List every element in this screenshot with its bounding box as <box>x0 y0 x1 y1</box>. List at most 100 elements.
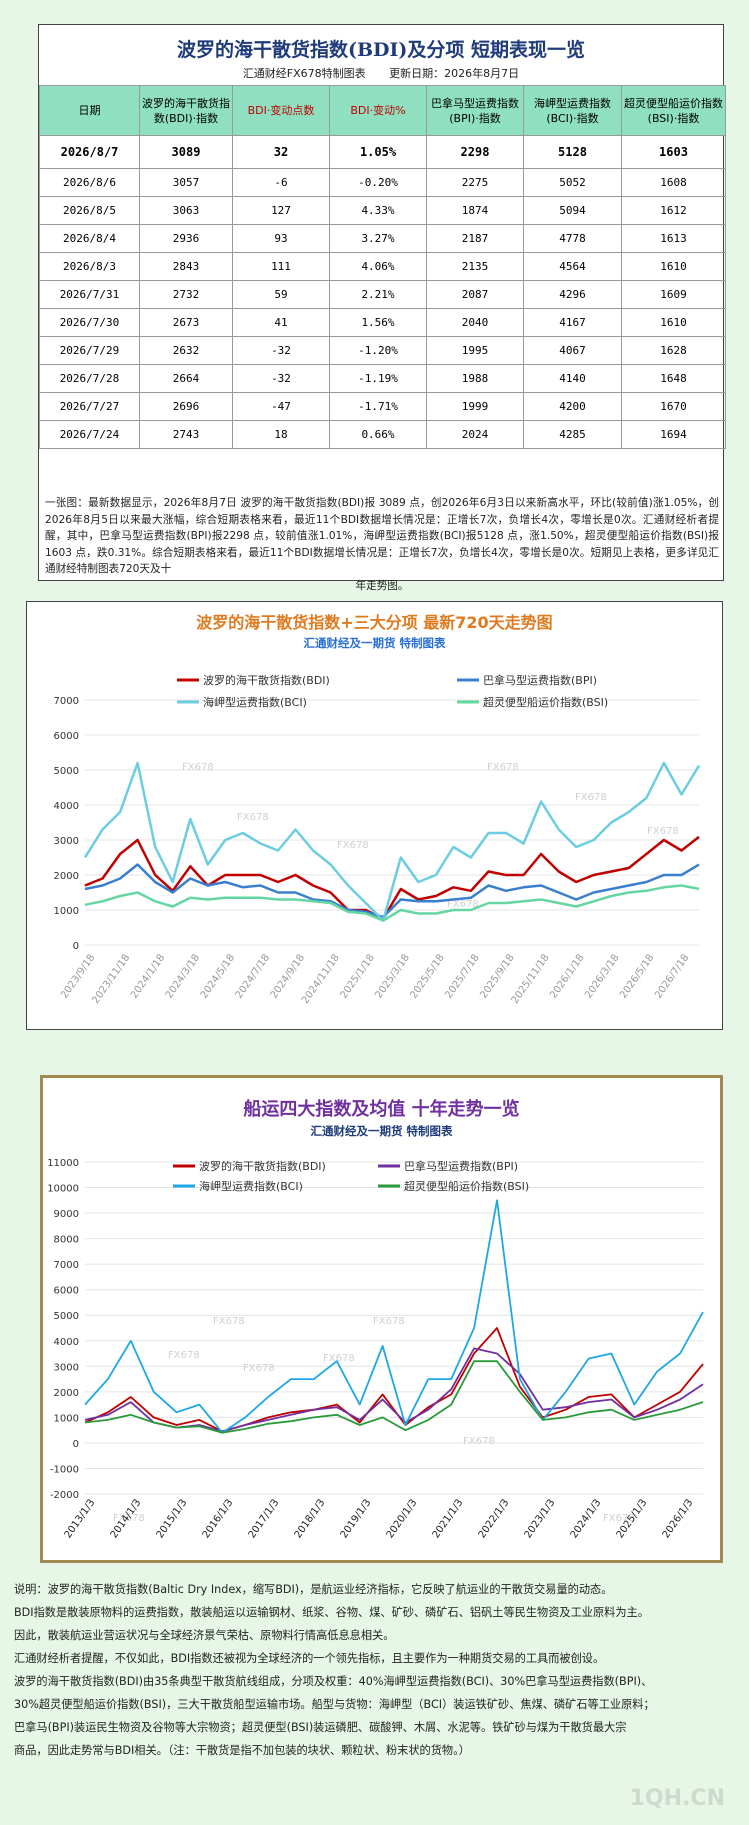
summary-table-panel: 波罗的海干散货指数(BDI)及分项 短期表现一览 汇通财经FX678特制图表 更… <box>38 24 726 592</box>
table-cell: 2664 <box>139 364 233 393</box>
table-note: 一张图：最新数据显示，2026年8月7日 波罗的海干散货指数(BDI)报 308… <box>45 495 719 594</box>
table-row: 2026/7/24 2743 18 0.66% 2024 4285 1694 <box>39 420 726 449</box>
chart-subtitle: 汇通财经及一期货 特制图表 <box>303 636 446 650</box>
y-tick-label: 9000 <box>54 1209 79 1220</box>
col-header-bci: 海岬型运费指数(BCI)·指数 <box>523 85 622 136</box>
table-cell: 2026/7/31 <box>39 280 140 309</box>
table-cell: 1.05% <box>329 135 427 169</box>
x-tick-label: 2024/11/18 <box>300 952 342 1006</box>
chart-title: 波罗的海干散货指数+三大分项 最新720天走势图 <box>196 613 552 632</box>
explanation-line: 因此，散装航运业营运状况与全球经济景气荣枯、原物料行情高低息息相关。 <box>14 1629 395 1642</box>
table-cell: 1608 <box>621 168 726 197</box>
table-cell: 2026/7/28 <box>39 364 140 393</box>
table-cell: 1999 <box>426 392 524 421</box>
x-tick-label: 2024/3/18 <box>164 952 202 1000</box>
table-cell: -1.20% <box>329 336 427 365</box>
table-cell: 4.06% <box>329 252 427 281</box>
table-cell: 2026/8/4 <box>39 224 140 253</box>
table-row: 2026/8/4 2936 93 3.27% 2187 4778 1613 <box>39 224 726 253</box>
y-tick-label: 2000 <box>54 871 79 882</box>
table-cell: 2696 <box>139 392 233 421</box>
series-line <box>84 1199 704 1434</box>
table-cell: 0.66% <box>329 420 427 449</box>
explanation-line: 巴拿马(BPI)装运民生物资及谷物等大宗物资；超灵便型(BSI)装运磷肥、碳酸钾… <box>14 1721 627 1734</box>
chart-ten-year-panel: 船运四大指数及均值 十年走势一览 汇通财经及一期货 特制图表 -2000 -1000 0… <box>40 1075 723 1563</box>
table-cell: 1648 <box>621 364 726 393</box>
y-tick-label: 1000 <box>54 906 79 917</box>
table-cell: 1988 <box>426 364 524 393</box>
table-body: 2026/8/7 3089 32 1.05% 2298 5128 1603 2026/8/6 3… <box>39 135 726 449</box>
x-tick-label: 2024/9/18 <box>269 952 307 1000</box>
x-tick-label: 2018/1/3 <box>293 1497 328 1540</box>
x-tick-label: 2025/7/18 <box>443 952 481 1000</box>
legend-label: 波罗的海干散货指数(BDI) <box>203 673 330 687</box>
y-tick-label: -1000 <box>50 1464 79 1475</box>
explanation-line: 说明：波罗的海干散货指数(Baltic Dry Index，缩写BDI)，是航运… <box>14 1583 613 1596</box>
table-cell: 2087 <box>426 280 524 309</box>
x-tick-label: 2020/1/3 <box>385 1497 420 1540</box>
col-header-bdi-change-pct: BDI·变动% <box>329 85 427 136</box>
table-row: 2026/8/5 3063 127 4.33% 1874 5094 1612 <box>39 196 726 225</box>
y-tick-label: 0 <box>73 1439 79 1450</box>
legend-label: 波罗的海干散货指数(BDI) <box>199 1159 326 1173</box>
chart-watermark: FX678 <box>323 1353 355 1364</box>
table-note-end: 年走势图。 <box>355 579 409 592</box>
chart-watermark: FX678 <box>168 1350 200 1361</box>
site-watermark: 1QH.CN <box>629 1786 725 1811</box>
series-line <box>84 1360 704 1434</box>
table-cell: 4140 <box>523 364 622 393</box>
table-cell: -32 <box>232 336 330 365</box>
y-tick-label: 6000 <box>54 1286 79 1297</box>
x-tick-label: 2021/1/3 <box>431 1497 466 1540</box>
chart-watermark: FX678 <box>337 840 369 851</box>
x-tick-label: 2023/9/18 <box>59 952 97 1000</box>
x-tick-label: 2026/1/3 <box>661 1497 696 1540</box>
table-cell: 1.56% <box>329 308 427 337</box>
legend-label: 海岬型运费指数(BCI) <box>199 1179 303 1193</box>
x-tick-label: 2022/1/3 <box>477 1497 512 1540</box>
y-tick-label: 0 <box>73 941 79 952</box>
table-cell: 59 <box>232 280 330 309</box>
col-header-bsi: 超灵便型船运价指数(BSI)·指数 <box>621 85 726 136</box>
table-row: 2026/7/28 2664 -32 -1.19% 1988 4140 1648 <box>39 364 726 393</box>
series-line <box>83 761 701 922</box>
y-tick-label: 11000 <box>47 1158 79 1169</box>
explanation-line: 汇通财经析者提醒，不仅如此，BDI指数还被视为全球经济的一个领先指标，且主要作为… <box>14 1652 605 1665</box>
table-cell: 2632 <box>139 336 233 365</box>
table-cell: 4285 <box>523 420 622 449</box>
series-line <box>84 863 700 919</box>
chart-watermark: FX678 <box>373 1316 405 1327</box>
x-tick-label: 2026/1/18 <box>548 952 586 1000</box>
table-cell: 3063 <box>139 196 233 225</box>
y-tick-label: 4000 <box>54 1337 79 1348</box>
table-cell: 1874 <box>426 196 524 225</box>
table-cell: 1603 <box>621 135 726 169</box>
x-tick-label: 2026/5/18 <box>618 952 656 1000</box>
table-cell: 4167 <box>523 308 622 337</box>
table-cell: 111 <box>232 252 330 281</box>
table-cell: 5094 <box>523 196 622 225</box>
table-cell: 2.21% <box>329 280 427 309</box>
table-row: 2026/8/7 3089 32 1.05% 2298 5128 1603 <box>39 135 726 169</box>
table-cell: 2026/8/3 <box>39 252 140 281</box>
table-cell: 2843 <box>139 252 233 281</box>
table-cell: 3089 <box>139 135 233 169</box>
table-cell: 4296 <box>523 280 622 309</box>
col-header-bpi: 巴拿马型运费指数(BPI)·指数 <box>426 85 524 136</box>
col-header-bdi-change: BDI·变动点数 <box>232 85 330 136</box>
table-cell: 2026/7/29 <box>39 336 140 365</box>
table-cell: -47 <box>232 392 330 421</box>
x-tick-label: 2025/11/18 <box>510 952 552 1006</box>
table-cell: 18 <box>232 420 330 449</box>
table-cell: 2275 <box>426 168 524 197</box>
table-cell: 2135 <box>426 252 524 281</box>
x-tick-label: 2023/11/18 <box>90 952 132 1006</box>
chart-watermark: FX678 <box>213 1316 245 1327</box>
table-cell: 4200 <box>523 392 622 421</box>
table-cell: 1628 <box>621 336 726 365</box>
table-cell: 2026/8/7 <box>39 135 140 169</box>
table-subtitle-date: 更新日期：2026年8月7日 <box>389 67 520 80</box>
table-cell: 2743 <box>139 420 233 449</box>
table-cell: 2026/7/24 <box>39 420 140 449</box>
legend-label: 海岬型运费指数(BCI) <box>203 695 307 709</box>
